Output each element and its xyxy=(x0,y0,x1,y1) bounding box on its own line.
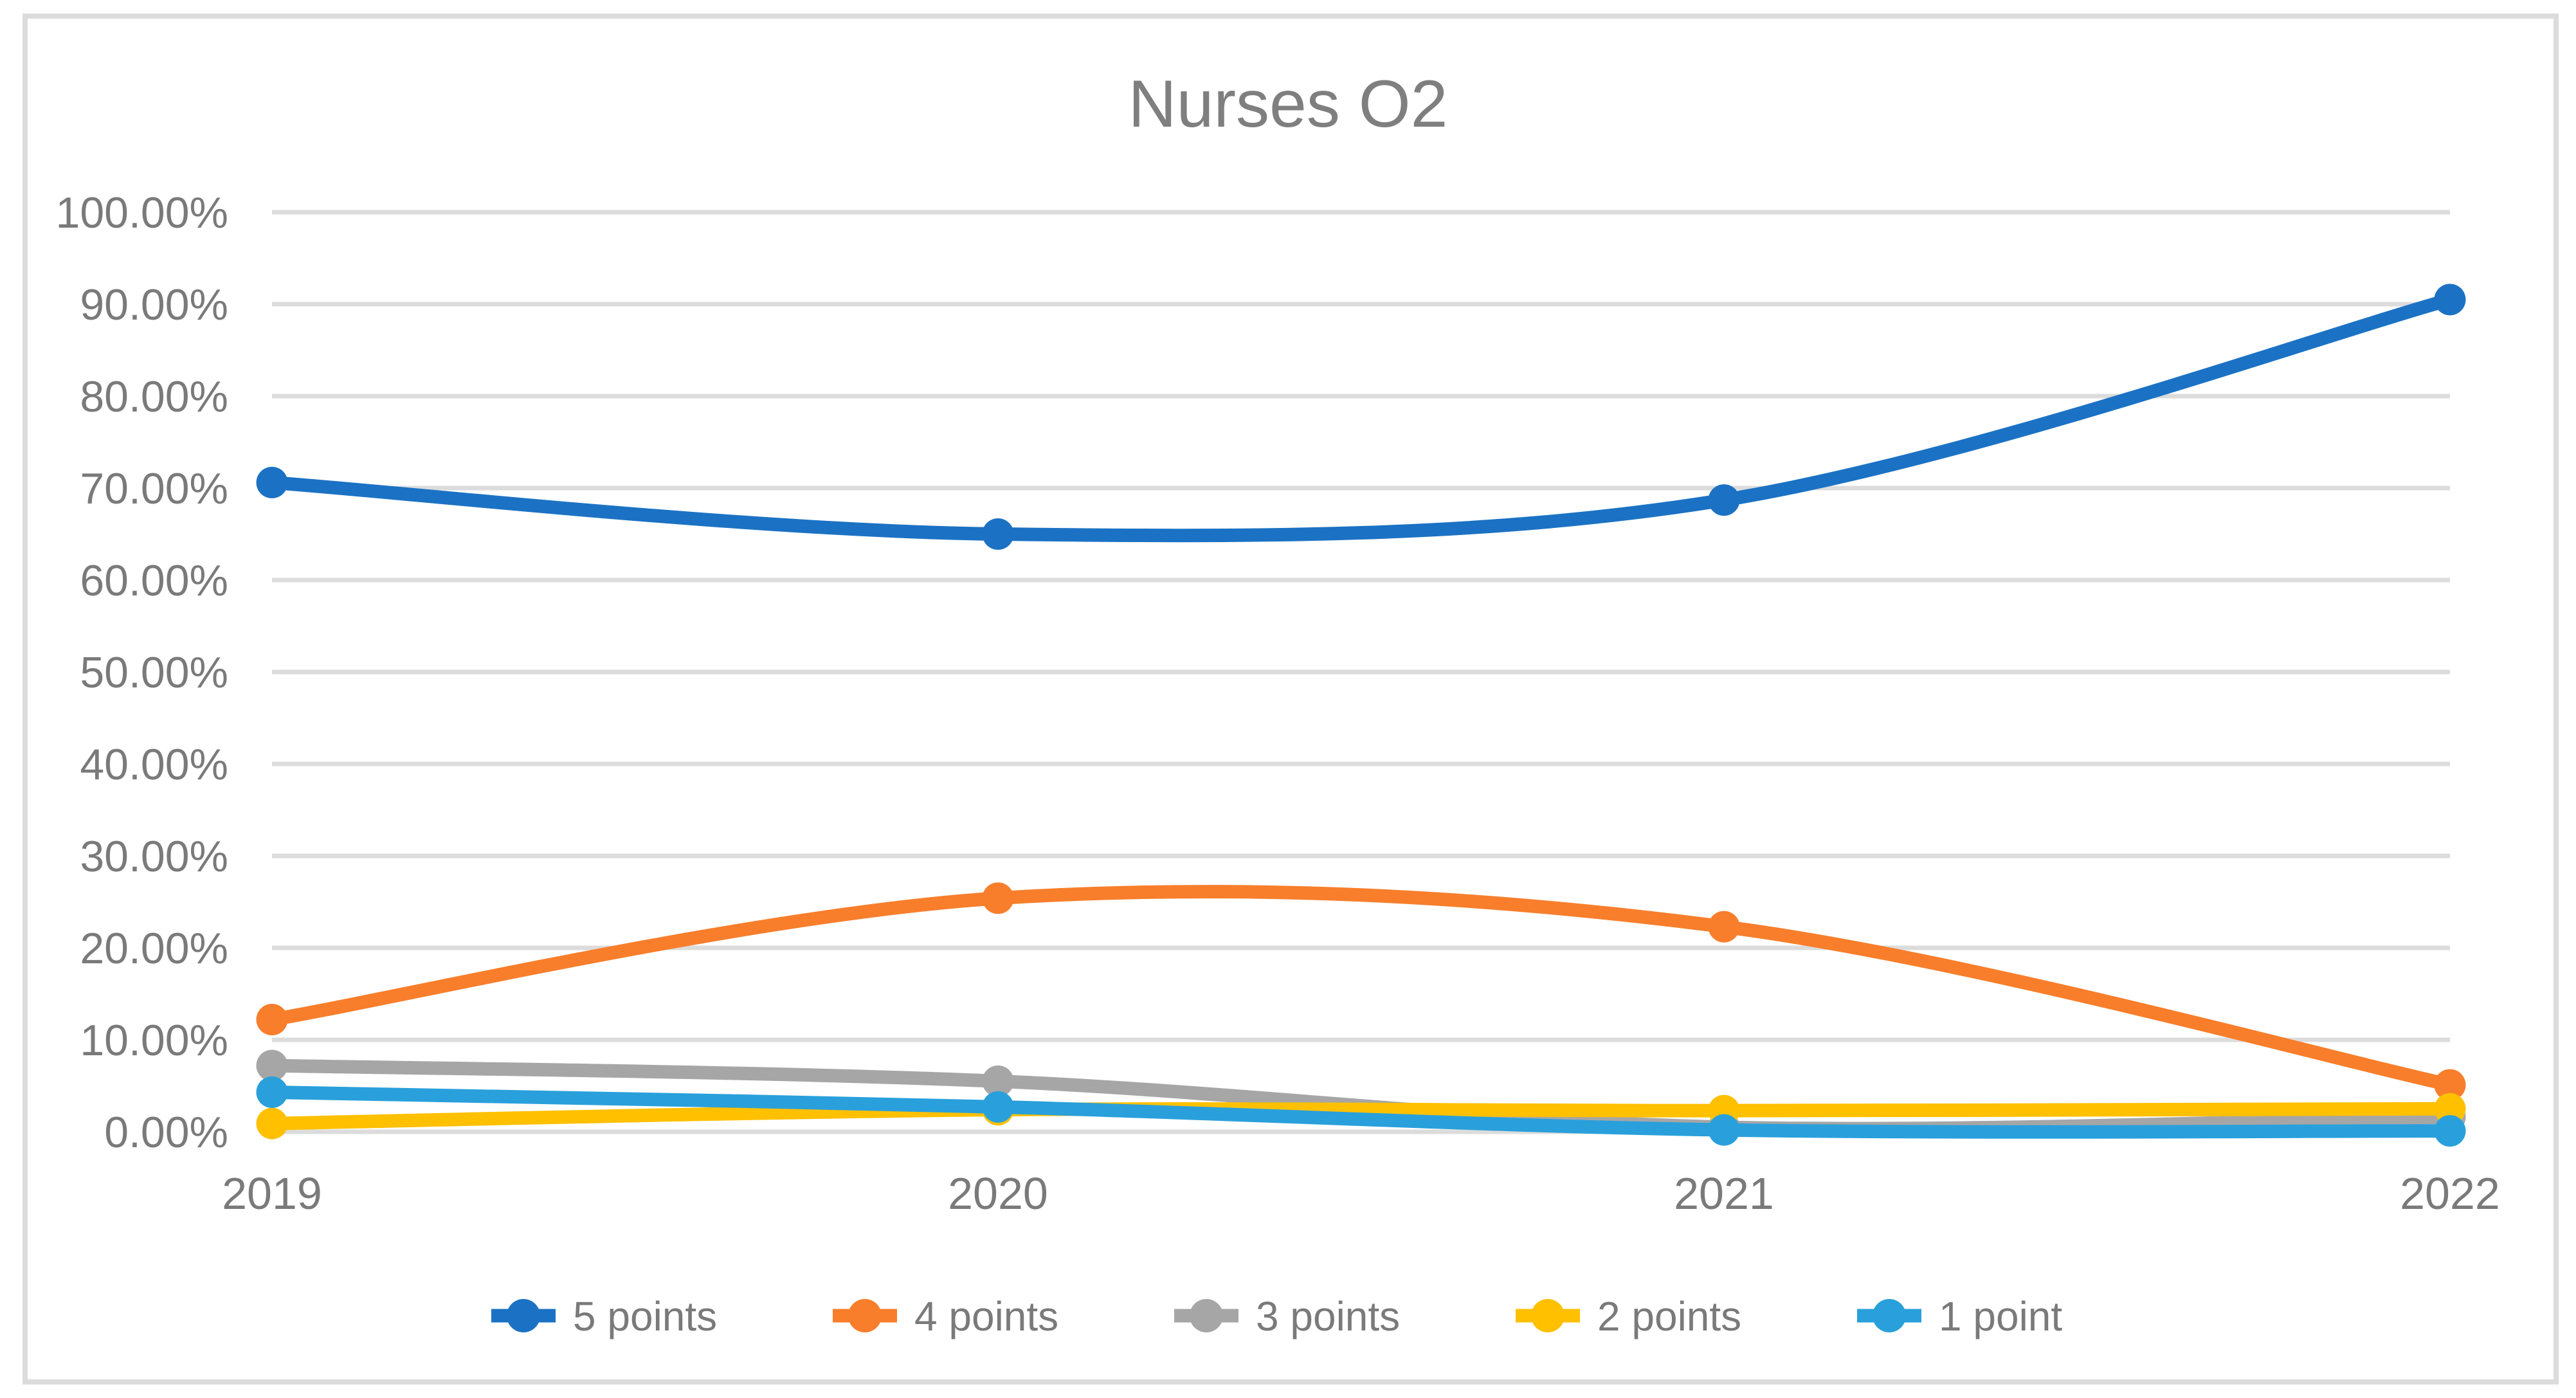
data-point-4-points-2022 xyxy=(2434,1069,2466,1101)
y-axis-tick-labels: 0.00% 10.00% 20.00% 30.00% 40.00% 50.00% 60.00… xyxy=(56,188,228,1157)
data-point-4-points-2020 xyxy=(982,882,1014,914)
y-tick-label: 60.00% xyxy=(80,556,228,605)
data-point-5-points-2022 xyxy=(2434,284,2466,316)
series-line-2-points xyxy=(265,1102,2457,1130)
y-tick-label: 10.00% xyxy=(80,1016,228,1065)
legend-label: 3 points xyxy=(1256,1293,1400,1339)
legend: 5 points 4 points 3 points 2 points 1 point xyxy=(491,1293,2062,1339)
data-point-4-points-2021 xyxy=(1708,911,1740,943)
x-tick-label: 2020 xyxy=(948,1168,1048,1219)
y-tick-label: 80.00% xyxy=(80,372,228,421)
legend-item-5-points: 5 points xyxy=(491,1293,717,1339)
legend-marker-dot xyxy=(507,1299,540,1332)
data-point-2-points-2022 xyxy=(2434,1093,2466,1125)
series-line-5-points xyxy=(265,293,2457,543)
x-axis-tick-labels: 2019 2020 2021 2022 xyxy=(222,1168,2500,1219)
chart-title: Nurses O2 xyxy=(1128,67,1447,141)
data-point-3-points-2020 xyxy=(982,1065,1014,1097)
data-point-1-point-2021 xyxy=(1708,1114,1740,1146)
data-point-1-point-2020 xyxy=(982,1091,1014,1123)
legend-label: 1 point xyxy=(1939,1293,2062,1339)
legend-marker-dot xyxy=(848,1299,882,1332)
y-tick-label: 50.00% xyxy=(80,648,228,697)
legend-item-4-points: 4 points xyxy=(833,1293,1058,1339)
y-tick-label: 20.00% xyxy=(80,924,228,973)
data-point-5-points-2019 xyxy=(256,466,288,498)
series-line-1-point xyxy=(265,1085,2457,1139)
y-tick-label: 70.00% xyxy=(80,464,228,513)
series-layer xyxy=(256,284,2466,1147)
data-point-5-points-2020 xyxy=(982,518,1014,550)
legend-marker-dot xyxy=(1873,1299,1906,1332)
data-point-5-points-2021 xyxy=(1708,484,1740,516)
series-line-4-points xyxy=(265,885,2457,1092)
y-tick-label: 30.00% xyxy=(80,832,228,881)
chart-frame xyxy=(23,14,2559,1384)
legend-label: 4 points xyxy=(914,1293,1058,1339)
legend-item-2-points: 2 points xyxy=(1516,1293,1741,1339)
x-tick-label: 2019 xyxy=(222,1168,322,1219)
legend-marker-dot xyxy=(1531,1299,1565,1332)
data-point-2-points-2019 xyxy=(256,1107,288,1139)
y-tick-label: 90.00% xyxy=(80,280,228,329)
legend-label: 5 points xyxy=(573,1293,717,1339)
data-point-4-points-2019 xyxy=(256,1004,288,1036)
legend-item-3-points: 3 points xyxy=(1174,1293,1400,1339)
data-point-1-point-2022 xyxy=(2434,1115,2466,1147)
data-point-1-point-2019 xyxy=(256,1076,288,1109)
x-tick-label: 2022 xyxy=(2400,1168,2500,1219)
x-tick-label: 2021 xyxy=(1674,1168,1774,1219)
legend-marker-dot xyxy=(1190,1299,1223,1332)
data-point-3-points-2019 xyxy=(256,1049,288,1082)
y-tick-label: 0.00% xyxy=(104,1108,228,1157)
legend-item-1-point: 1 point xyxy=(1857,1293,2062,1339)
y-tick-label: 100.00% xyxy=(56,188,228,237)
legend-label: 2 points xyxy=(1597,1293,1741,1339)
y-tick-label: 40.00% xyxy=(80,740,228,789)
